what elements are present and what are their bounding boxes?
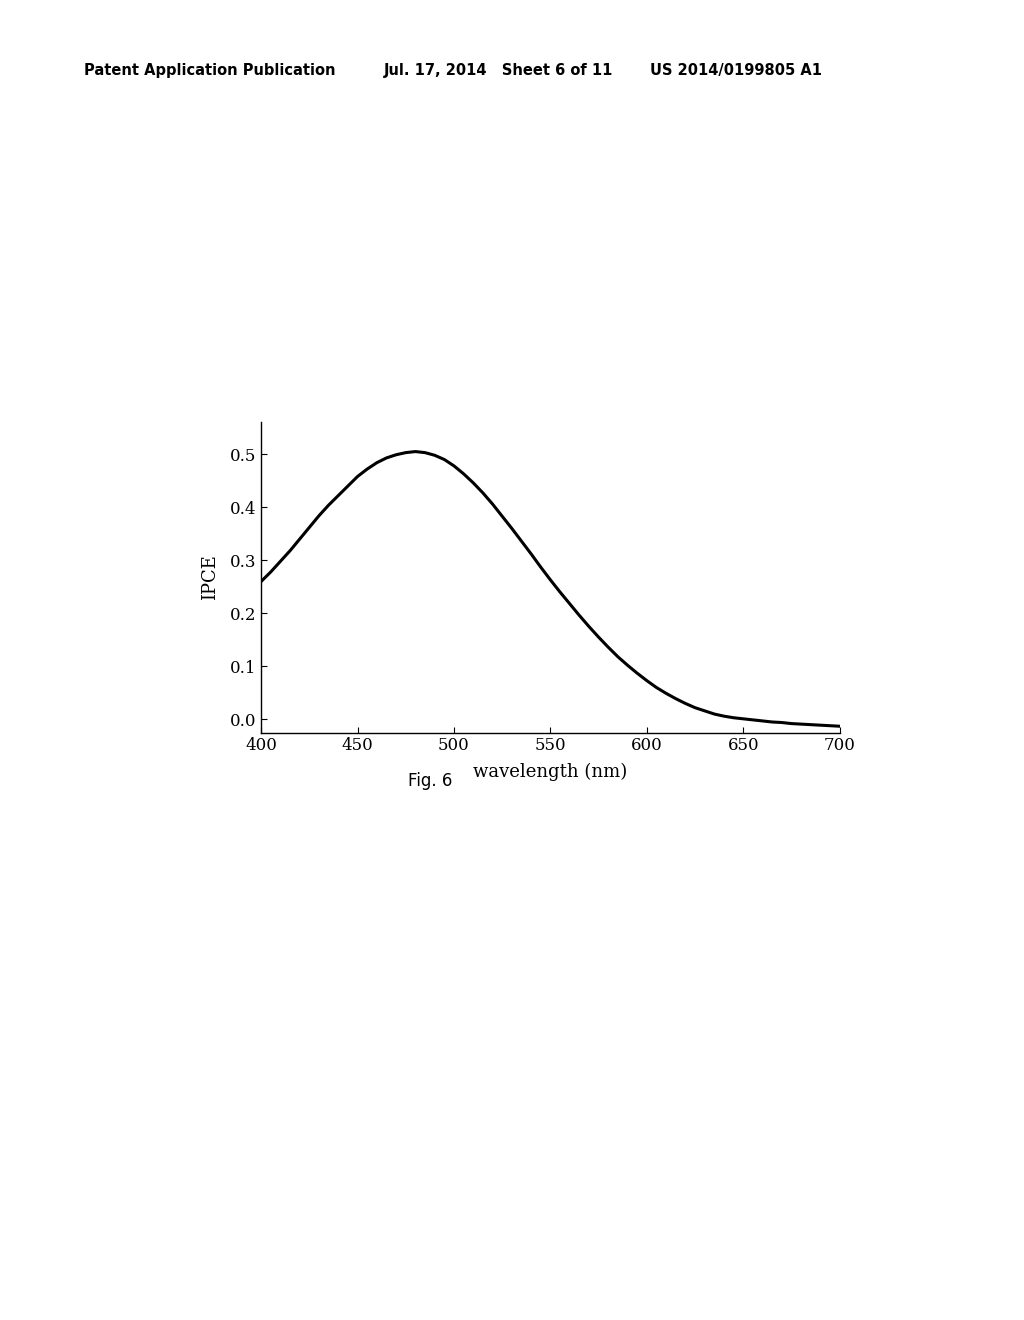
- Text: US 2014/0199805 A1: US 2014/0199805 A1: [650, 63, 822, 78]
- Text: Fig. 6: Fig. 6: [408, 772, 453, 791]
- Text: Patent Application Publication: Patent Application Publication: [84, 63, 336, 78]
- Y-axis label: IPCE: IPCE: [201, 554, 219, 601]
- X-axis label: wavelength (nm): wavelength (nm): [473, 763, 628, 781]
- Text: Jul. 17, 2014   Sheet 6 of 11: Jul. 17, 2014 Sheet 6 of 11: [384, 63, 613, 78]
